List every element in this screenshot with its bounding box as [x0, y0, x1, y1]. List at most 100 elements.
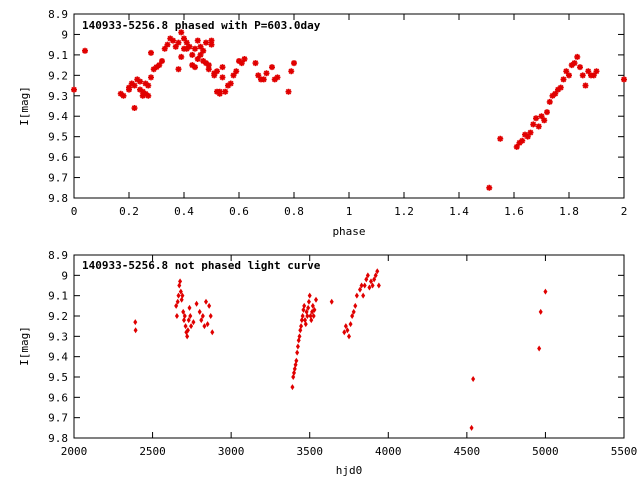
- data-point: [294, 357, 299, 364]
- data-point: [71, 86, 77, 93]
- data-point: [486, 184, 493, 191]
- data-point: [186, 43, 193, 50]
- data-point: [175, 39, 182, 46]
- data-point: [524, 133, 531, 140]
- data-point: [582, 82, 589, 89]
- data-point: [538, 113, 545, 120]
- data-point: [362, 282, 367, 289]
- data-point: [263, 70, 270, 77]
- x-tick-label: 0.6: [229, 205, 249, 218]
- data-point: [302, 302, 307, 309]
- data-point: [555, 86, 561, 93]
- data-point: [131, 82, 138, 89]
- data-point: [306, 298, 311, 305]
- data-point: [329, 298, 334, 305]
- x-tick-label: 1.4: [449, 205, 469, 218]
- data-point: [241, 55, 248, 62]
- data-point: [537, 345, 542, 352]
- data-point: [174, 302, 179, 309]
- data-point: [530, 121, 537, 128]
- data-point: [205, 62, 212, 69]
- data-point: [544, 109, 550, 116]
- x-tick-label: 1.2: [394, 205, 414, 218]
- data-point: [271, 76, 278, 83]
- data-point: [585, 68, 592, 75]
- chart-title: 140933-5256.8 phased with P=603.0day: [82, 19, 321, 32]
- data-point: [153, 64, 160, 71]
- axis-ticks: 0 0.2 0.4 0.6 0.8 1 1.2 1.4 1.6 1.8 2 8.9 9 9.1 9.2 9.3…: [48, 8, 627, 218]
- data-point: [557, 84, 564, 91]
- x-axis-label: phase: [332, 225, 365, 238]
- data-point: [513, 143, 520, 150]
- data-point: [210, 329, 215, 336]
- data-point: [139, 88, 146, 95]
- data-point: [194, 55, 201, 62]
- data-point: [187, 304, 192, 311]
- data-point: [176, 292, 181, 299]
- data-point: [471, 376, 476, 383]
- data-point: [183, 45, 190, 52]
- data-point: [172, 43, 179, 50]
- data-point: [192, 45, 198, 52]
- y-tick-label: 9.5: [48, 131, 68, 144]
- data-point: [345, 327, 350, 334]
- data-point: [342, 329, 347, 336]
- data-point: [227, 80, 234, 87]
- data-point: [181, 35, 187, 42]
- data-point: [188, 313, 193, 319]
- data-point: [359, 282, 364, 289]
- data-point: [364, 276, 369, 283]
- data-point: [148, 74, 154, 81]
- data-point: [214, 68, 220, 75]
- y-axis-label: I[mag]: [18, 86, 31, 126]
- data-point: [252, 60, 259, 67]
- data-point: [128, 80, 135, 87]
- data-point: [593, 68, 600, 75]
- data-point: [203, 39, 209, 46]
- data-point: [197, 43, 204, 50]
- y-tick-label: 9.1: [48, 290, 68, 303]
- data-point: [238, 60, 245, 67]
- data-point: [361, 292, 366, 299]
- data-point: [82, 47, 88, 54]
- data-point: [202, 323, 207, 330]
- data-point: [365, 272, 370, 279]
- unphased-light-curve-chart: 140933-5256.8 not phased light curve hjd…: [18, 249, 637, 477]
- data-point: [207, 302, 212, 309]
- data-point: [133, 327, 138, 334]
- data-point: [260, 76, 267, 83]
- data-point: [203, 60, 209, 67]
- data-point: [208, 41, 215, 48]
- data-point: [222, 88, 229, 95]
- data-point: [370, 282, 375, 289]
- chart-title: 140933-5256.8 not phased light curve: [82, 259, 321, 272]
- data-point: [527, 129, 534, 136]
- y-tick-label: 9: [61, 269, 68, 282]
- data-point: [156, 62, 163, 69]
- x-tick-label: 2: [621, 205, 628, 218]
- data-point: [314, 296, 318, 303]
- y-tick-label: 9.2: [48, 310, 68, 323]
- data-point: [164, 41, 171, 48]
- data-point: [225, 82, 231, 89]
- data-point: [120, 92, 127, 99]
- data-point: [189, 51, 196, 58]
- data-points: [71, 29, 627, 191]
- data-point: [230, 72, 237, 79]
- data-point: [373, 272, 378, 279]
- data-point: [311, 313, 316, 319]
- data-point: [236, 58, 242, 65]
- data-point: [533, 115, 539, 122]
- y-tick-label: 9.8: [48, 192, 68, 205]
- data-point: [541, 117, 548, 124]
- data-point: [178, 29, 185, 36]
- data-point: [351, 308, 356, 315]
- data-point: [579, 72, 586, 79]
- data-point: [219, 64, 226, 71]
- data-point: [233, 68, 240, 75]
- y-tick-label: 9.3: [48, 90, 68, 103]
- data-point: [549, 92, 556, 99]
- data-point: [159, 58, 165, 65]
- y-tick-label: 9.3: [48, 330, 68, 343]
- data-point: [469, 424, 474, 431]
